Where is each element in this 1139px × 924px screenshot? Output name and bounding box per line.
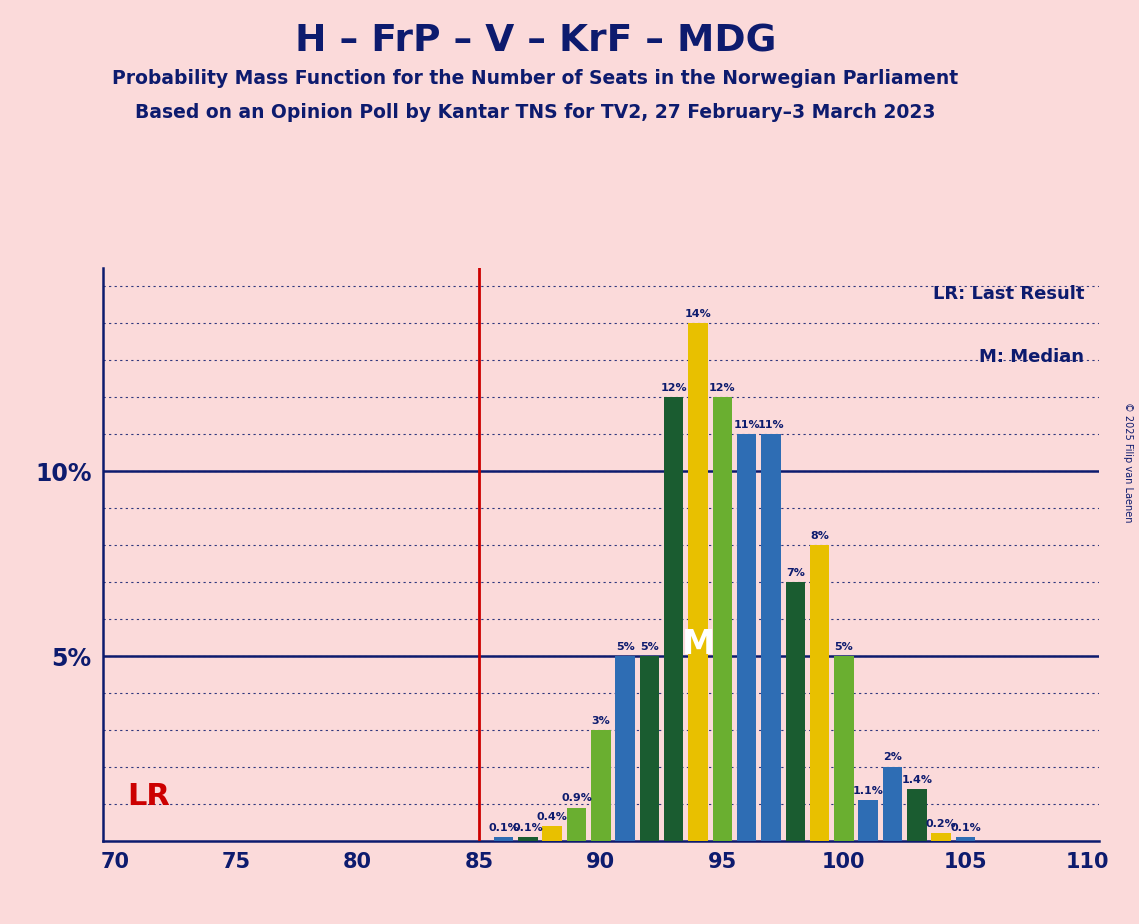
Text: Probability Mass Function for the Number of Seats in the Norwegian Parliament: Probability Mass Function for the Number…	[113, 69, 958, 89]
Text: 0.2%: 0.2%	[926, 819, 957, 829]
Text: 14%: 14%	[685, 309, 712, 319]
Text: 5%: 5%	[835, 641, 853, 651]
Bar	[615, 656, 634, 841]
Bar	[542, 826, 562, 841]
Bar	[810, 545, 829, 841]
Text: 2%: 2%	[883, 752, 902, 762]
Text: 0.1%: 0.1%	[489, 822, 519, 833]
Bar	[688, 323, 707, 841]
Text: Based on an Opinion Poll by Kantar TNS for TV2, 27 February–3 March 2023: Based on an Opinion Poll by Kantar TNS f…	[136, 103, 935, 123]
Bar	[883, 767, 902, 841]
Bar	[932, 833, 951, 841]
Text: 5%: 5%	[640, 641, 658, 651]
Text: LR: Last Result: LR: Last Result	[933, 286, 1084, 303]
Bar	[591, 730, 611, 841]
Text: LR: LR	[126, 782, 170, 811]
Bar	[834, 656, 853, 841]
Text: H – FrP – V – KrF – MDG: H – FrP – V – KrF – MDG	[295, 23, 776, 59]
Text: 0.4%: 0.4%	[536, 811, 567, 821]
Text: M: M	[681, 627, 714, 661]
Bar	[518, 837, 538, 841]
Bar	[664, 397, 683, 841]
Bar	[956, 837, 975, 841]
Text: 8%: 8%	[810, 530, 829, 541]
Text: 11%: 11%	[734, 419, 760, 430]
Bar	[761, 434, 780, 841]
Bar	[494, 837, 514, 841]
Bar	[567, 808, 587, 841]
Text: 7%: 7%	[786, 567, 805, 578]
Text: 5%: 5%	[616, 641, 634, 651]
Text: 0.1%: 0.1%	[513, 822, 543, 833]
Text: 0.1%: 0.1%	[950, 822, 981, 833]
Text: © 2025 Filip van Laenen: © 2025 Filip van Laenen	[1123, 402, 1133, 522]
Text: 12%: 12%	[661, 383, 687, 393]
Bar	[907, 789, 926, 841]
Text: 11%: 11%	[757, 419, 785, 430]
Text: 0.9%: 0.9%	[562, 793, 592, 803]
Bar	[713, 397, 732, 841]
Text: 12%: 12%	[710, 383, 736, 393]
Text: 1.4%: 1.4%	[901, 774, 933, 784]
Bar	[640, 656, 659, 841]
Bar	[737, 434, 756, 841]
Bar	[786, 582, 805, 841]
Text: 3%: 3%	[591, 715, 611, 725]
Bar	[859, 800, 878, 841]
Text: M: Median: M: Median	[980, 348, 1084, 366]
Text: 1.1%: 1.1%	[853, 785, 884, 796]
